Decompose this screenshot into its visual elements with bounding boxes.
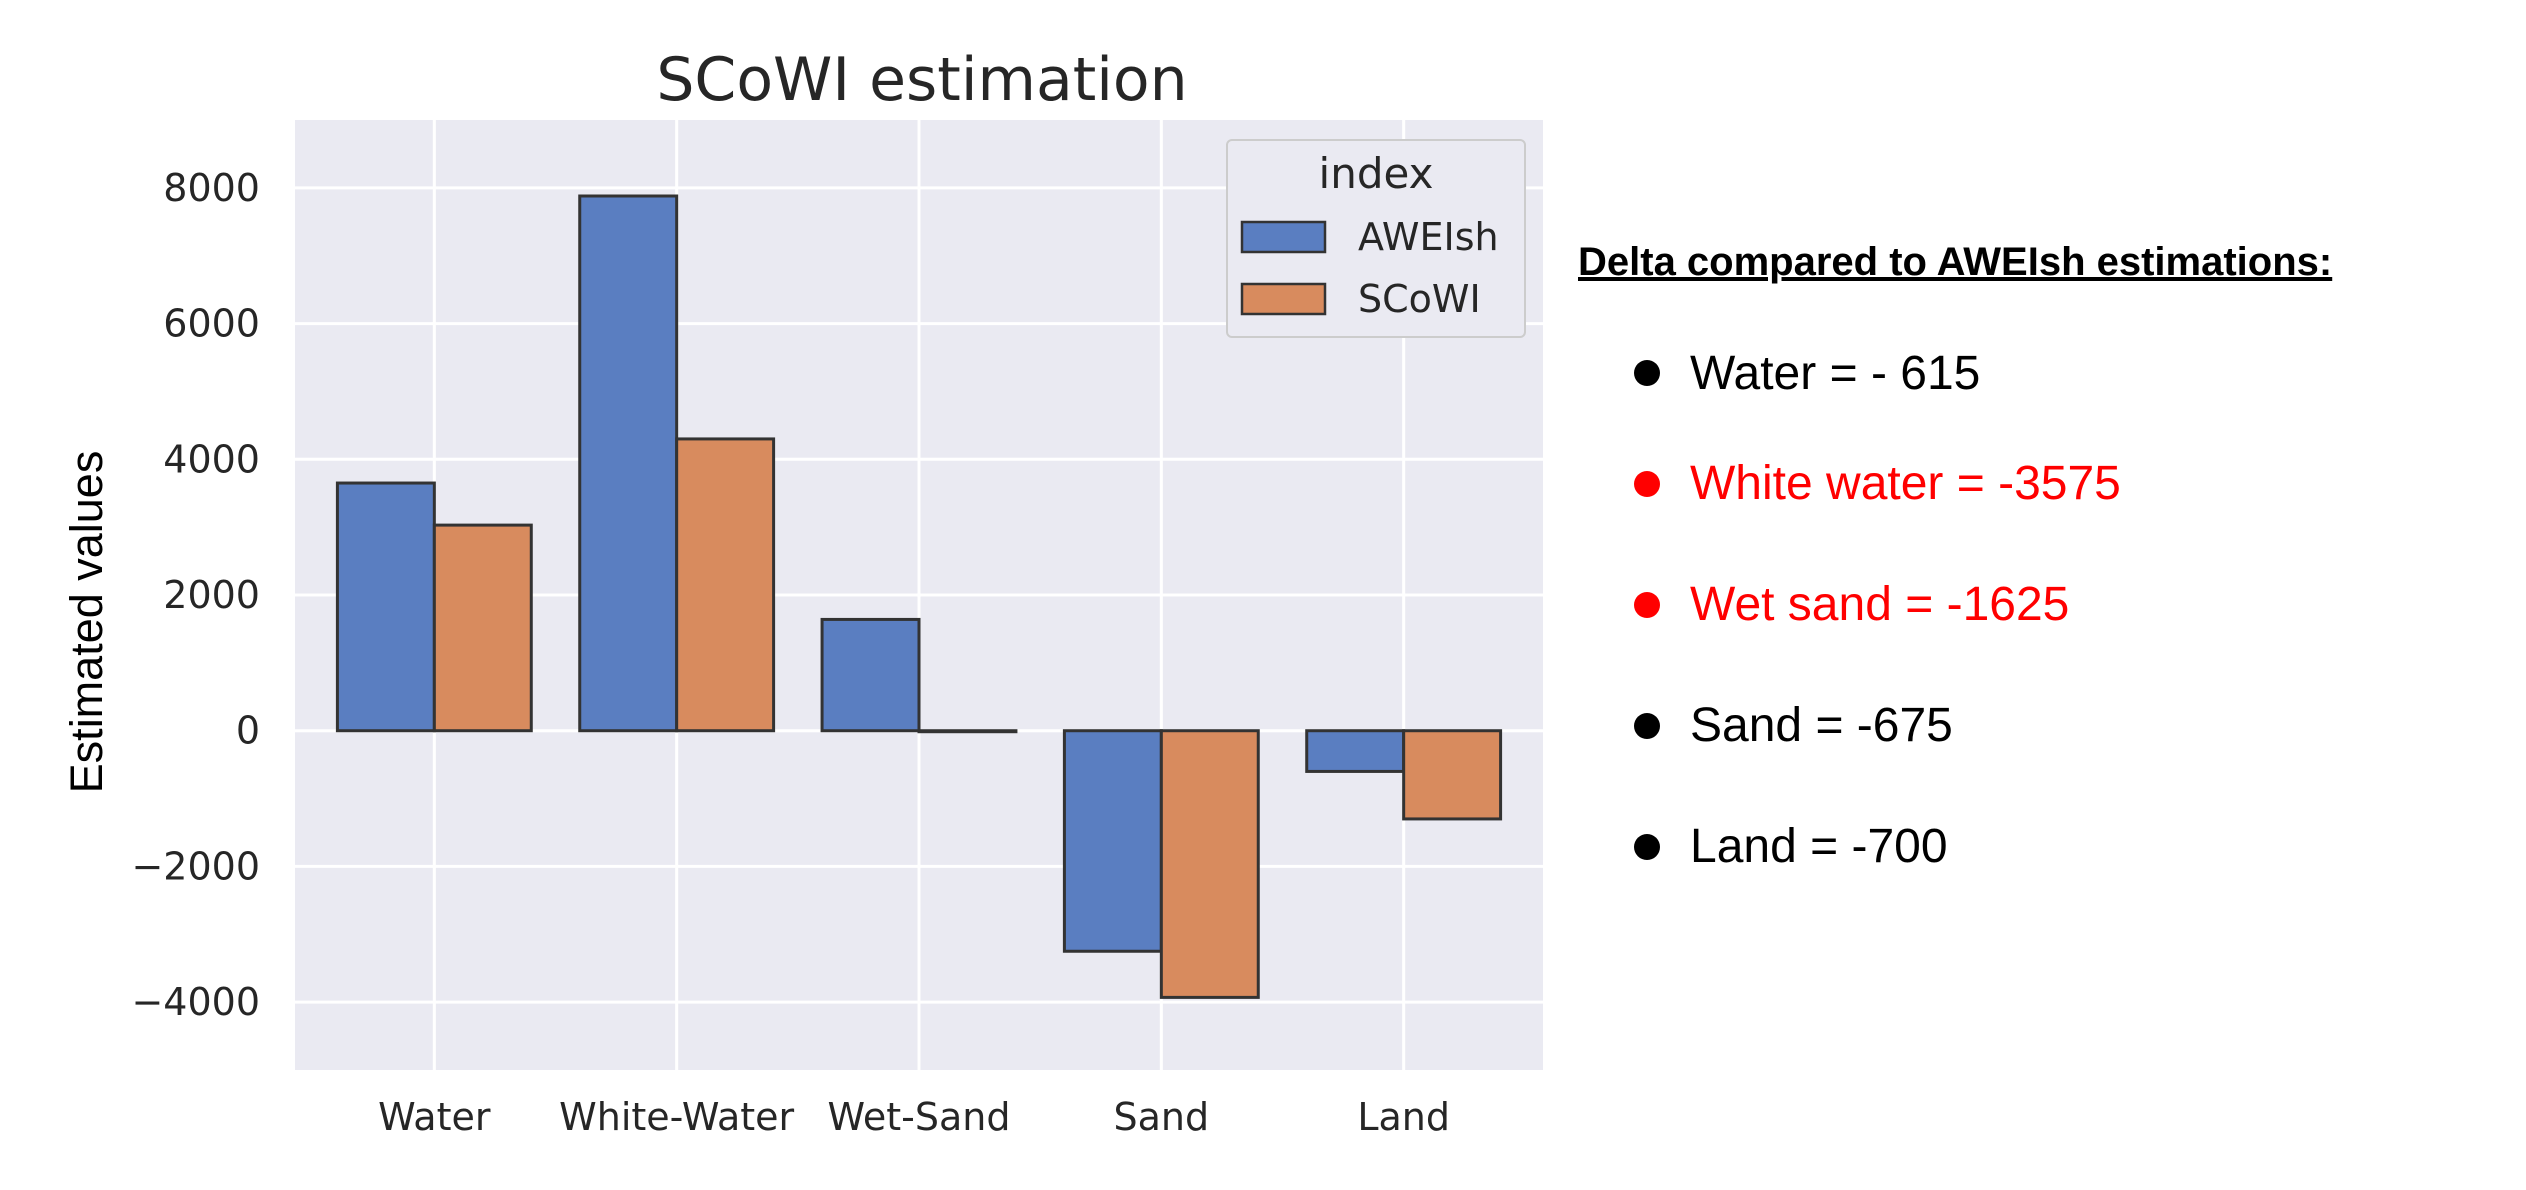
bar-aweish-white-water <box>578 194 679 733</box>
y-axis-ticks: −4000 −2000 0 2000 4000 6000 8000 <box>131 166 260 1024</box>
legend-swatch-aweish <box>1240 220 1327 254</box>
delta-item: Sand = -675 <box>1578 665 2518 786</box>
chart-title: SCoWI estimation <box>656 45 1187 115</box>
x-tick-label: Land <box>1357 1095 1450 1139</box>
y-tick-label: −4000 <box>131 980 260 1024</box>
bar-aweish-sand <box>1062 729 1163 953</box>
bars <box>335 194 1503 999</box>
legend-swatch-scowi <box>1240 282 1327 316</box>
bullet-icon <box>1634 833 1660 860</box>
y-tick-label: 0 <box>236 709 260 753</box>
bullet-icon <box>1634 591 1660 618</box>
delta-text: Sand = -675 <box>1690 699 1953 752</box>
bar-aweish-land <box>1305 729 1406 773</box>
bar-scowi-land <box>1402 729 1503 821</box>
bullet-icon <box>1634 360 1660 386</box>
x-tick-label: White-Water <box>559 1095 794 1139</box>
y-tick-label: 4000 <box>163 437 260 481</box>
bar-aweish-wet-sand <box>820 617 921 733</box>
x-tick-label: Water <box>378 1095 491 1139</box>
bar-scowi-wet-sand <box>917 729 1018 734</box>
bullet-icon <box>1634 712 1660 739</box>
delta-heading: Delta compared to AWEIsh estimations: <box>1578 240 2333 284</box>
legend-label-aweish: AWEIsh <box>1358 215 1499 259</box>
bar-scowi-white-water <box>675 437 776 733</box>
y-tick-label: −2000 <box>131 844 260 888</box>
y-axis-label: Estimated values <box>61 451 112 794</box>
y-tick-label: 8000 <box>163 166 260 210</box>
delta-item: White water = -3575 <box>1578 423 2518 544</box>
delta-text: Wet sand = -1625 <box>1690 578 2070 631</box>
delta-text: Water = - 615 <box>1690 346 1981 400</box>
legend-title: index <box>1319 149 1434 198</box>
delta-annotation: Delta compared to AWEIsh estimations: Wa… <box>1578 240 2518 907</box>
delta-list: Water = - 615 White water = -3575 Wet sand… <box>1578 323 2518 907</box>
delta-item: Wet sand = -1625 <box>1578 544 2518 665</box>
delta-item: Land = -700 <box>1578 786 2518 907</box>
x-axis-ticks: Water White-Water Wet-Sand Sand Land <box>378 1095 1450 1139</box>
legend: index AWEIsh SCoWI <box>1226 139 1526 338</box>
bar-scowi-water <box>432 523 533 733</box>
delta-item: Water = - 615 <box>1578 323 2518 423</box>
delta-text: White water = -3575 <box>1690 457 2121 510</box>
bullet-icon <box>1634 470 1660 497</box>
legend-label-scowi: SCoWI <box>1358 277 1481 321</box>
y-tick-label: 2000 <box>163 573 260 617</box>
x-tick-label: Sand <box>1114 1095 1210 1139</box>
x-tick-label: Wet-Sand <box>828 1095 1011 1139</box>
bar-scowi-sand <box>1159 729 1260 999</box>
bar-aweish-water <box>335 481 436 733</box>
delta-text: Land = -700 <box>1690 820 1948 873</box>
y-tick-label: 6000 <box>163 302 260 346</box>
